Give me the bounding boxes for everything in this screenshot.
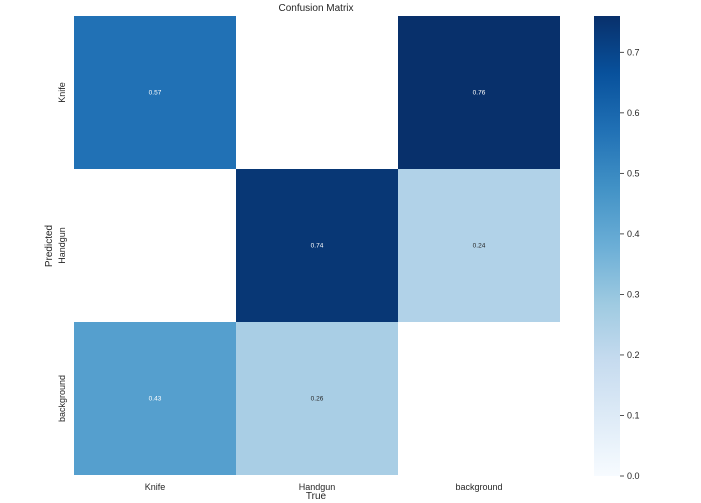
colorbar-tick-label: 0.0 bbox=[627, 471, 640, 481]
x-tick-labels: Knife Handgun background bbox=[145, 482, 503, 492]
colorbar-gradient bbox=[594, 16, 620, 476]
cell-value-label: 0.24 bbox=[473, 243, 486, 250]
y-axis-label: Predicted bbox=[44, 225, 55, 267]
colorbar-tick-label: 0.2 bbox=[627, 350, 640, 360]
heatmap-cell bbox=[236, 322, 398, 475]
colorbar-tick-label: 0.4 bbox=[627, 229, 640, 239]
colorbar-ticks: 0.0 0.1 0.2 0.3 0.4 0.5 0.6 0.7 bbox=[620, 47, 640, 481]
colorbar-tick-label: 0.1 bbox=[627, 410, 640, 420]
y-tick-labels: Knife Handgun background bbox=[57, 82, 67, 422]
cell-value-label: 0.43 bbox=[149, 396, 162, 403]
x-tick-label: background bbox=[455, 482, 502, 492]
heatmap-cell bbox=[398, 16, 560, 169]
heatmap-cells: 0.57 0.76 0.74 0.24 0.43 0.26 bbox=[74, 16, 560, 475]
y-tick-label: background bbox=[57, 375, 67, 422]
heatmap-cell bbox=[398, 169, 560, 322]
x-tick-label: Knife bbox=[145, 482, 166, 492]
heatmap-cell bbox=[74, 322, 236, 475]
x-tick-label: Handgun bbox=[299, 482, 336, 492]
colorbar-tick-label: 0.6 bbox=[627, 108, 640, 118]
chart-title: Confusion Matrix bbox=[278, 3, 353, 14]
cell-value-label: 0.57 bbox=[149, 90, 162, 97]
colorbar-tick-label: 0.5 bbox=[627, 168, 640, 178]
x-axis-label: True bbox=[306, 491, 327, 502]
cell-value-label: 0.74 bbox=[311, 243, 324, 250]
cell-value-label: 0.26 bbox=[311, 396, 324, 403]
y-tick-label: Handgun bbox=[57, 227, 67, 264]
y-tick-label: Knife bbox=[57, 82, 67, 103]
colorbar-tick-label: 0.3 bbox=[627, 289, 640, 299]
heatmap-cell bbox=[74, 16, 236, 169]
heatmap-cell bbox=[236, 169, 398, 322]
cell-value-label: 0.76 bbox=[473, 90, 486, 97]
colorbar: 0.0 0.1 0.2 0.3 0.4 0.5 0.6 0.7 bbox=[594, 16, 640, 481]
colorbar-tick-label: 0.7 bbox=[627, 47, 640, 57]
